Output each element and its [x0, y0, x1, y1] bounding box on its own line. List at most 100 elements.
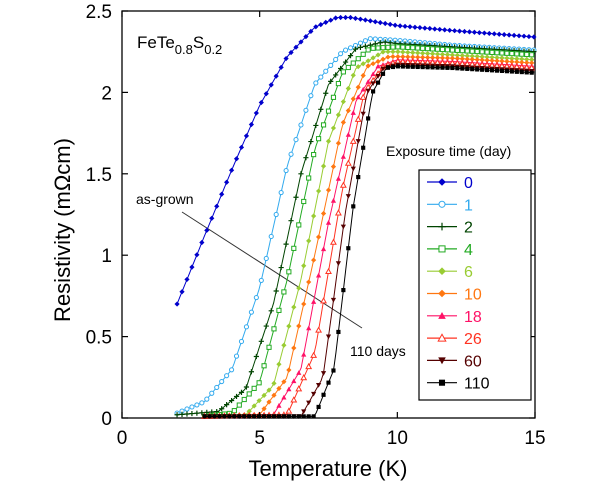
data-point	[340, 99, 346, 105]
data-point	[410, 54, 416, 60]
data-point	[345, 108, 351, 114]
data-point	[484, 49, 490, 55]
data-point	[357, 16, 364, 22]
y-tick-label: 2	[101, 83, 112, 104]
data-point	[286, 386, 292, 392]
data-point	[281, 414, 286, 419]
data-point	[360, 61, 366, 67]
data-point	[380, 71, 386, 76]
data-point	[189, 404, 195, 410]
legend-item-18: 18	[427, 309, 482, 326]
data-point	[385, 44, 391, 50]
data-point	[352, 46, 359, 52]
data-point	[276, 361, 282, 367]
data-point	[355, 139, 361, 144]
data-point	[222, 414, 227, 419]
data-point	[253, 110, 259, 116]
y-tick-label: 2.5	[86, 2, 112, 23]
data-point	[390, 49, 396, 55]
data-point	[328, 17, 334, 23]
data-point	[489, 54, 495, 60]
data-point	[308, 93, 314, 99]
plot-area	[121, 10, 536, 419]
legend-label: 4	[464, 242, 473, 259]
data-point	[339, 181, 347, 188]
data-point	[460, 66, 465, 71]
series-110	[202, 64, 535, 419]
data-point	[415, 64, 420, 70]
data-point	[365, 79, 371, 84]
data-point	[248, 369, 255, 375]
data-point	[258, 338, 264, 344]
data-point	[311, 414, 316, 419]
data-point	[380, 56, 386, 62]
legend-item-10: 10	[427, 287, 482, 304]
data-point	[362, 17, 368, 23]
data-point	[268, 82, 274, 88]
data-point	[320, 246, 327, 252]
legend-item-6: 6	[427, 264, 473, 281]
data-point	[360, 51, 366, 57]
data-point	[489, 49, 495, 55]
data-point	[395, 54, 401, 60]
data-point	[242, 414, 247, 419]
legend-swatch-marker	[438, 200, 446, 208]
data-point	[313, 80, 319, 86]
data-point	[392, 22, 398, 28]
data-point	[231, 408, 237, 414]
data-point	[397, 23, 403, 29]
data-point	[420, 54, 426, 60]
data-point	[224, 373, 230, 379]
data-point	[400, 64, 405, 69]
data-point	[266, 387, 272, 393]
data-point	[360, 72, 366, 79]
data-point	[305, 362, 313, 370]
data-point	[330, 164, 337, 170]
data-point	[390, 64, 396, 70]
data-point	[454, 47, 460, 53]
data-point	[291, 378, 297, 384]
data-point	[529, 60, 535, 66]
data-point	[325, 187, 332, 193]
legend-item-110: 110	[427, 376, 490, 393]
data-point	[361, 145, 366, 150]
data-point	[360, 111, 366, 117]
data-point	[509, 59, 515, 65]
data-point	[342, 59, 349, 65]
data-point	[336, 329, 341, 335]
data-point	[449, 47, 455, 53]
data-point	[194, 252, 200, 258]
data-point	[340, 69, 346, 75]
legend-item-26: 26	[427, 331, 482, 348]
data-point	[355, 56, 361, 62]
plot-frame	[121, 10, 536, 419]
series-2	[174, 39, 537, 418]
data-point	[382, 39, 388, 45]
data-point	[494, 68, 500, 73]
data-point	[219, 406, 225, 412]
data-point	[529, 70, 534, 75]
data-point	[420, 50, 426, 56]
data-point	[261, 363, 267, 369]
data-point	[519, 59, 525, 65]
data-point	[238, 389, 245, 395]
data-point	[345, 85, 351, 92]
data-point	[420, 45, 426, 51]
data-point	[439, 46, 446, 53]
data-point	[420, 65, 425, 70]
data-point	[499, 58, 505, 64]
data-point	[331, 368, 336, 373]
data-point	[295, 385, 303, 392]
data-point	[298, 122, 304, 128]
data-point	[344, 159, 352, 166]
data-point	[395, 44, 401, 50]
data-point	[315, 326, 323, 333]
data-point	[429, 55, 436, 61]
data-point	[261, 406, 267, 412]
data-point	[281, 394, 287, 400]
data-point	[425, 46, 431, 52]
data-point	[333, 72, 339, 78]
data-point	[511, 32, 517, 38]
data-point	[266, 344, 272, 350]
data-point	[444, 47, 451, 53]
